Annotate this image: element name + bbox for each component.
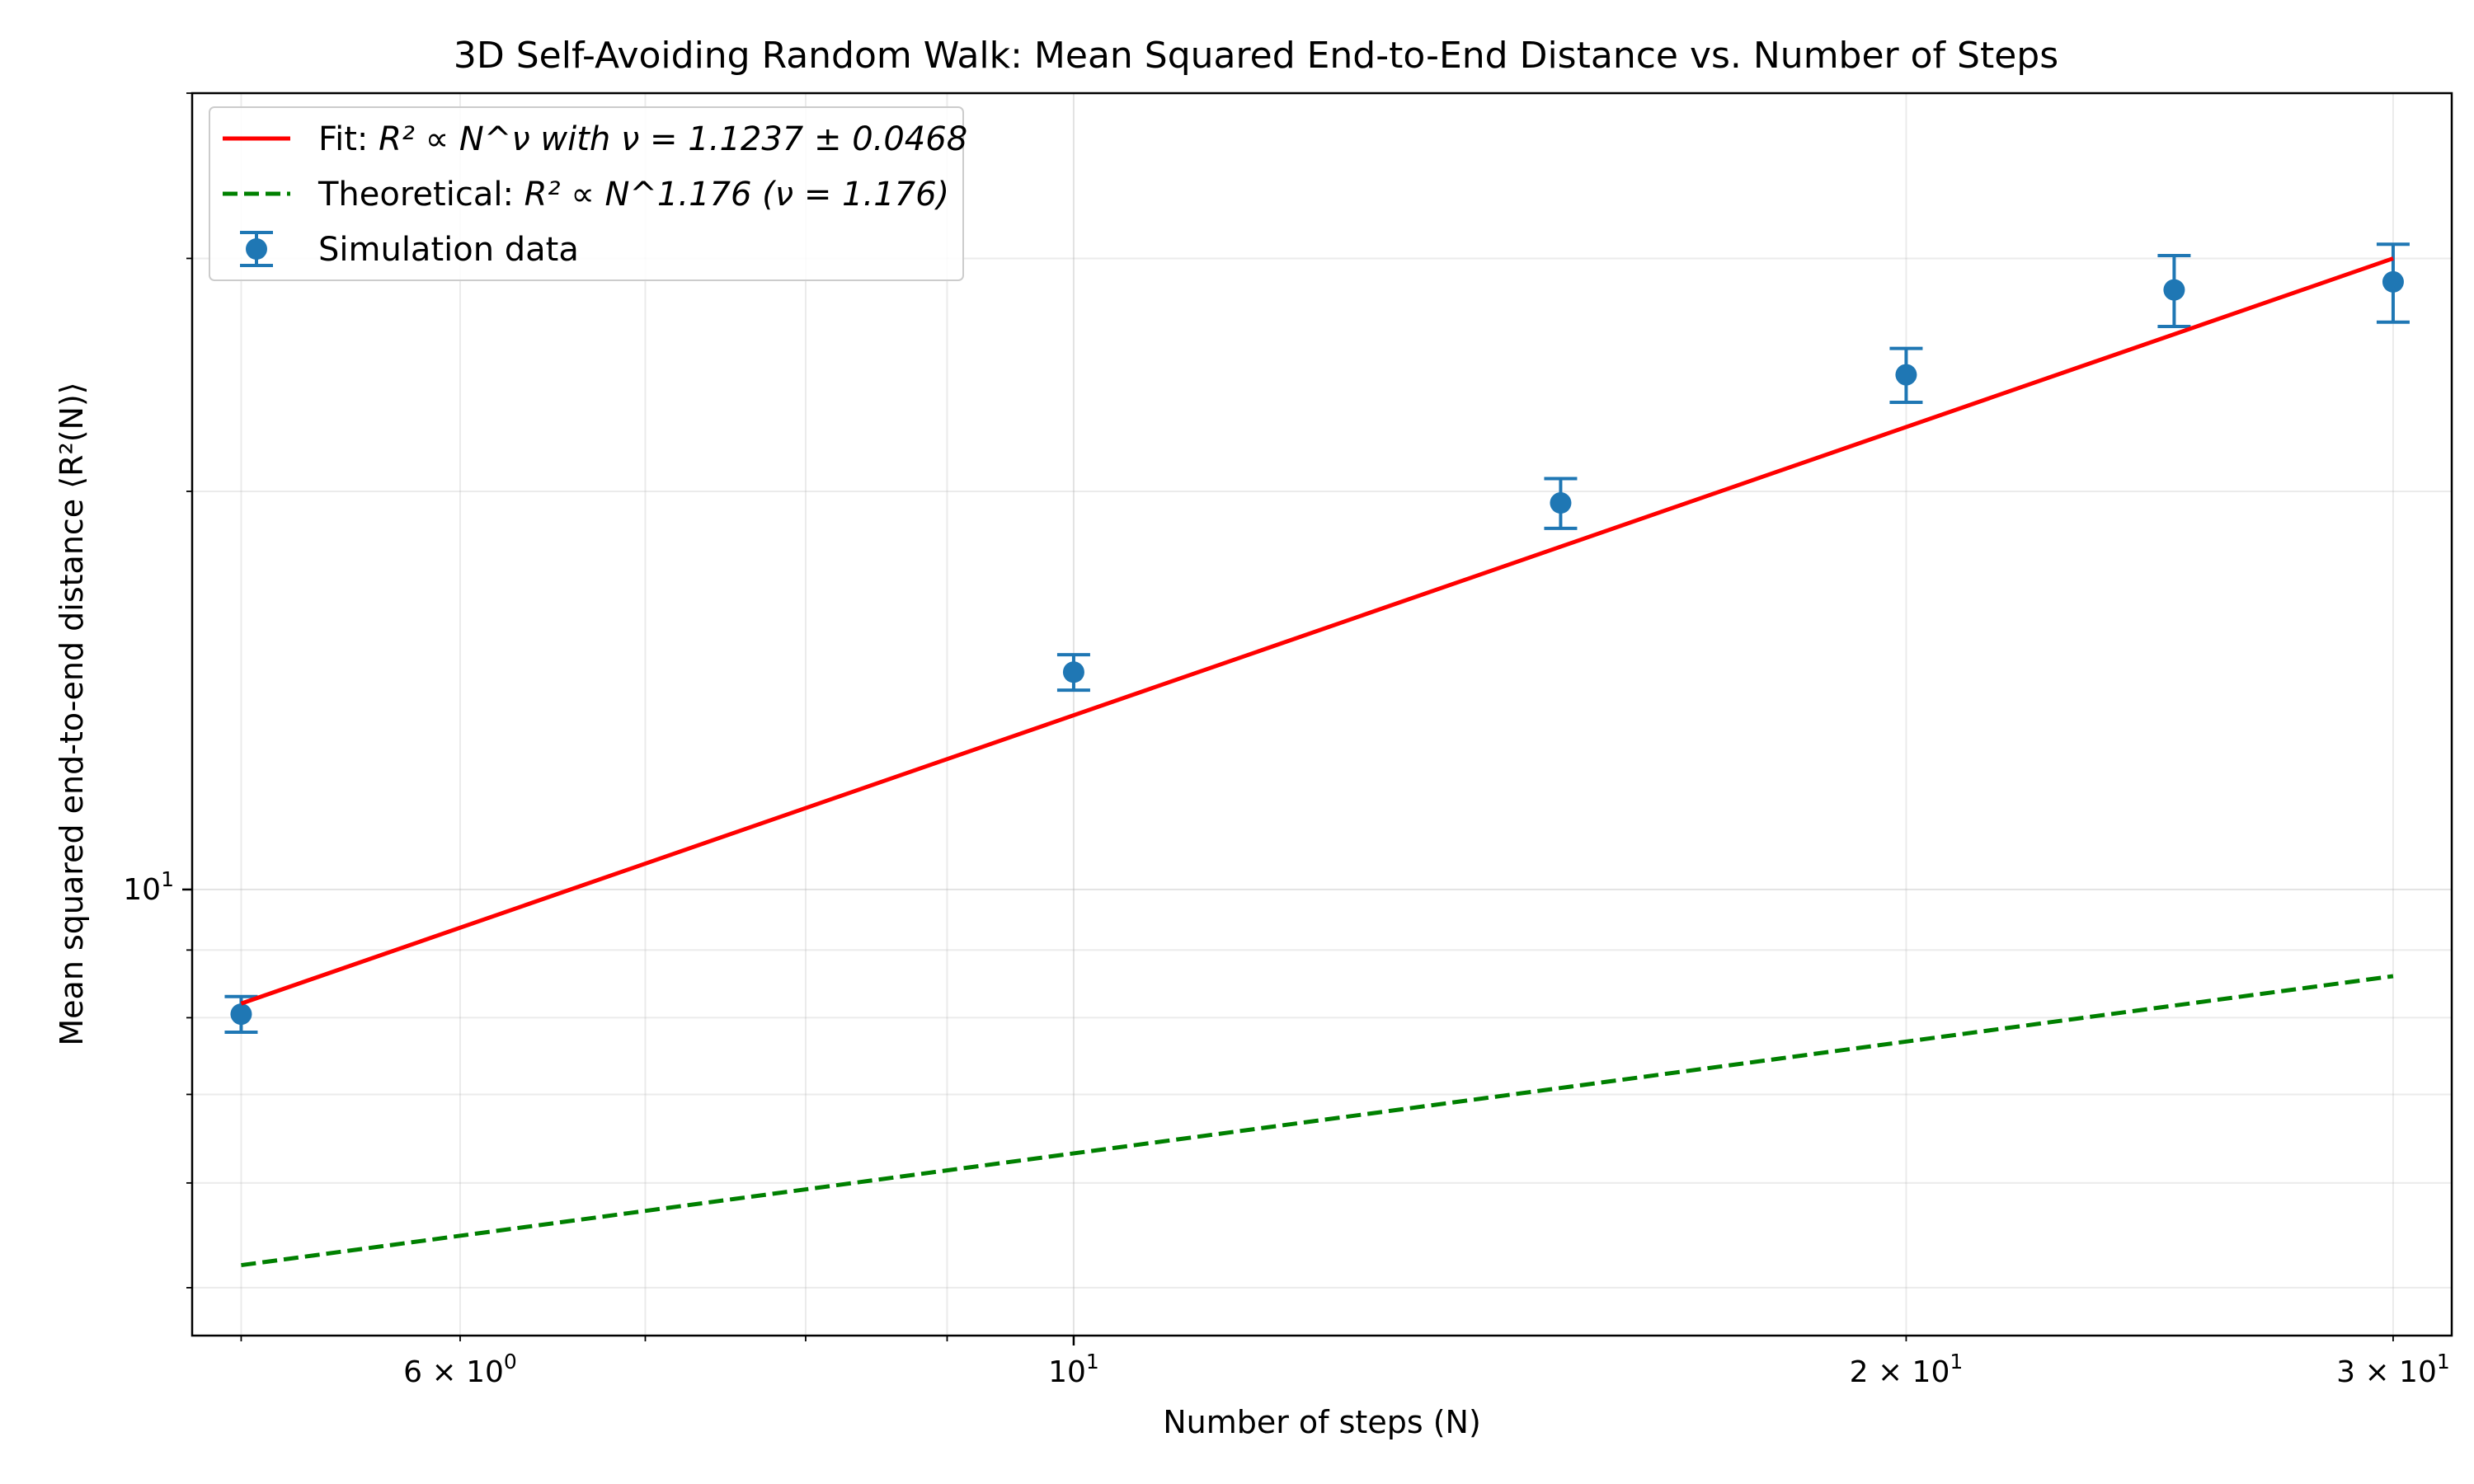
- data-point: [2163, 279, 2185, 301]
- legend-box: [209, 106, 964, 281]
- x-axis-label: Number of steps (N): [1163, 1404, 1481, 1440]
- legend-label: Theoretical: R² ∝ N^1.176 (ν = 1.176): [317, 176, 949, 214]
- x-tick-label: 6 × 100: [403, 1350, 517, 1389]
- plot-area: [224, 242, 2410, 1268]
- fit-line: [240, 256, 2394, 1006]
- axis-ticks: 6 × 100 101 2 × 101 3 × 101 101: [123, 92, 2450, 1389]
- y-axis-label: Mean squared end-to-end distance ⟨R²(N)⟩: [54, 382, 90, 1045]
- y-tick-label: 101: [123, 867, 174, 907]
- data-point: [1895, 364, 1917, 386]
- data-point: [1550, 492, 1572, 514]
- x-tick-label: 101: [1048, 1350, 1099, 1389]
- axes-frame: [190, 92, 2453, 1337]
- data-point: [230, 1003, 252, 1026]
- legend-label: Simulation data: [318, 231, 579, 269]
- theoretical-line: [241, 974, 2394, 1268]
- x-tick-label: 2 × 101: [1850, 1350, 1964, 1389]
- data-point: [2382, 270, 2404, 293]
- legend-swatch-marker: [246, 238, 267, 260]
- legend-label: Fit: R² ∝ N^ν with ν = 1.1237 ± 0.0468: [318, 120, 967, 158]
- chart-title: 3D Self-Avoiding Random Walk: Mean Squar…: [454, 35, 2058, 77]
- legend: Fit: R² ∝ N^ν with ν = 1.1237 ± 0.0468 Th…: [209, 106, 967, 281]
- x-tick-label: 3 × 101: [2336, 1350, 2450, 1389]
- data-point: [1062, 661, 1084, 683]
